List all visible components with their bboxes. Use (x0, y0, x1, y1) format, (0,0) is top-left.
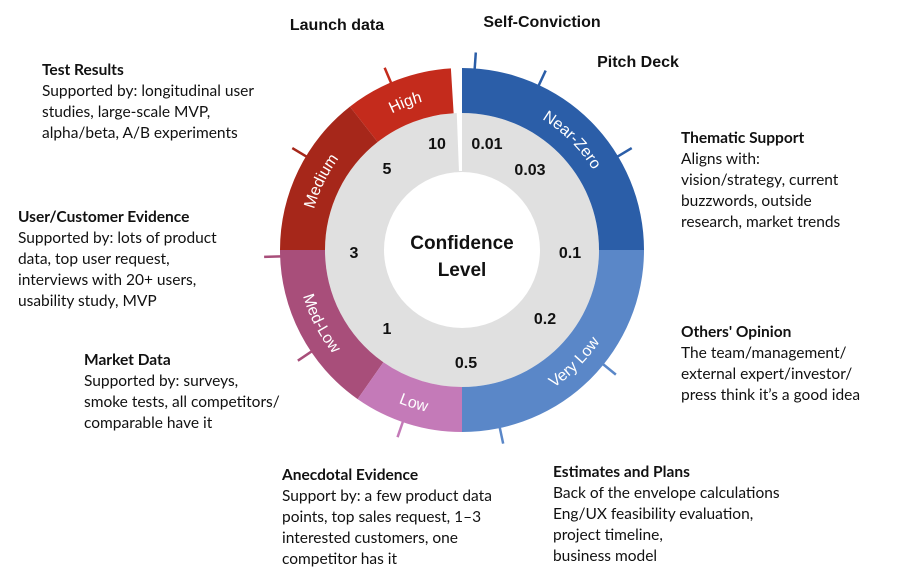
annotation-user-evidence: User/Customer Evidence Supported by: lot… (18, 207, 217, 312)
annotation-others-opinion: Others' Opinion The team/management/ ext… (681, 322, 860, 406)
annotation-line: interested customers, one (282, 529, 458, 547)
value-label: 0.01 (471, 136, 502, 153)
segment-med-low (280, 250, 384, 400)
annotation-line: project timeline, (553, 526, 663, 544)
annotation-line: Supported by: longitudinal user (42, 82, 254, 100)
inner-ring (325, 113, 599, 387)
annotation-title: Test Results (42, 61, 124, 79)
tick-mark (291, 146, 308, 158)
value-label: 3 (350, 245, 359, 262)
annotation-title: Anecdotal Evidence (282, 466, 419, 484)
segment-high (349, 68, 454, 143)
label-self-conviction: Self-Conviction (483, 14, 600, 31)
annotation-line: buzzwords, outside (681, 192, 812, 210)
value-label: 10 (428, 136, 446, 153)
annotation-line: press think it’s a good idea (681, 386, 861, 404)
segment-very-low (462, 250, 644, 432)
annotation-line: Eng/UX feasibility evaluation, (553, 505, 754, 523)
tick-mark (264, 255, 282, 259)
segment-low (357, 362, 462, 432)
segment-medium (280, 106, 378, 250)
label-pitch-deck: Pitch Deck (597, 54, 679, 71)
tick-mark (616, 146, 633, 158)
tick-mark (383, 67, 393, 84)
annotation-title: Estimates and Plans (553, 463, 690, 481)
value-label: 0.03 (514, 162, 545, 179)
annotation-thematic: Thematic Support Aligns with: vision/str… (681, 128, 840, 233)
tick-mark (473, 52, 478, 70)
annotation-line: comparable have it (84, 414, 213, 432)
annotation-line: data, top user request, (18, 250, 170, 268)
value-label: 5 (383, 161, 392, 178)
annotation-line: Supported by: surveys, (84, 372, 239, 390)
annotation-line: alpha/beta, A/B experiments (42, 124, 238, 142)
annotation-line: points, top sales request, 1–3 (282, 508, 482, 526)
annotation-line: research, market trends (681, 213, 841, 231)
label-launch-data: Launch data (290, 17, 384, 34)
annotation-line: Support by: a few product data (282, 487, 492, 505)
value-label: 0.5 (455, 355, 477, 372)
tick-mark (537, 70, 547, 87)
annotation-line: Back of the envelope calculations (553, 484, 780, 502)
annotation-title: Market Data (84, 351, 171, 369)
tick-mark (297, 350, 313, 362)
annotation-line: external expert/investor/ (681, 365, 853, 383)
center-title-line1: Confidence (410, 233, 513, 254)
tick-marks (264, 52, 633, 444)
annotation-line: The team/management/ (681, 344, 847, 362)
value-label: 1 (383, 321, 392, 338)
ring-gap (456, 112, 462, 172)
annotation-line: competitor has it (282, 550, 398, 568)
annotation-line: studies, large-scale MVP, (42, 103, 211, 121)
annotation-title: Thematic Support (681, 129, 805, 147)
annotation-line: interviews with 20+ users, (18, 271, 197, 289)
annotation-line: vision/strategy, current (681, 171, 839, 189)
segment-near-zero (462, 68, 644, 250)
annotation-anecdotal: Anecdotal Evidence Support by: a few pro… (282, 465, 492, 570)
center-title-line2: Level (438, 260, 487, 281)
annotation-title: User/Customer Evidence (18, 208, 190, 226)
annotation-test-results: Test Results Supported by: longitudinal … (42, 60, 254, 144)
annotation-line: Supported by: lots of product (18, 229, 217, 247)
annotation-market-data: Market Data Supported by: surveys, smoke… (84, 350, 280, 434)
tick-mark (498, 426, 505, 444)
tick-mark (396, 420, 405, 438)
annotation-title: Others' Opinion (681, 323, 792, 341)
annotation-line: smoke tests, all competitors/ (84, 393, 280, 411)
annotation-line: usability study, MVP (18, 292, 157, 310)
tick-mark (601, 362, 617, 376)
value-label: 0.2 (534, 311, 556, 328)
value-label: 0.1 (559, 245, 581, 262)
annotation-line: business model (553, 547, 658, 565)
annotation-estimates: Estimates and Plans Back of the envelope… (553, 462, 780, 567)
annotation-line: Aligns with: (681, 150, 760, 168)
